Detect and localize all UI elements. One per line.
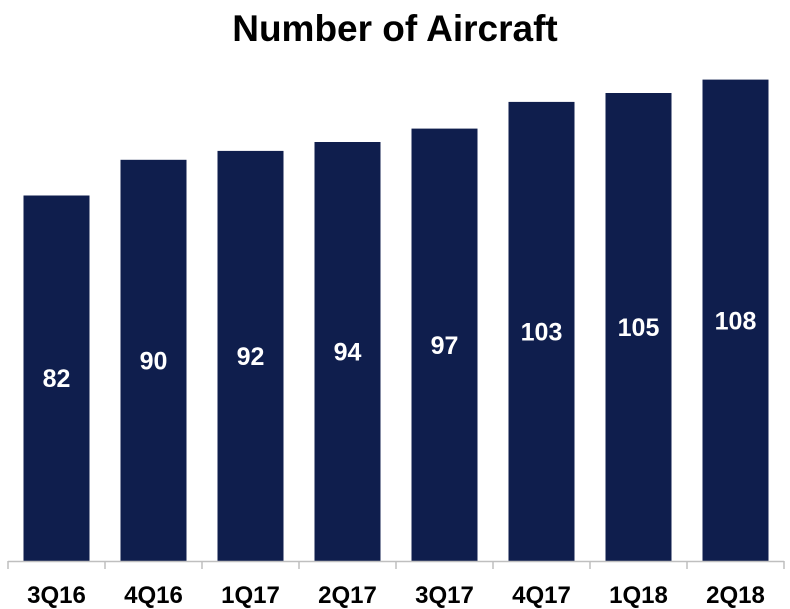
bar-labels-group: 82 90 92 94 97 103 105 108 bbox=[43, 307, 757, 393]
bar-3q16 bbox=[23, 195, 90, 561]
x-tick-labels-group: 3Q16 4Q16 1Q17 2Q17 3Q17 4Q17 1Q18 2Q18 bbox=[27, 582, 765, 609]
x-tick-label: 1Q18 bbox=[609, 582, 668, 609]
x-tick-label: 2Q17 bbox=[318, 582, 377, 609]
bar-value-label: 90 bbox=[140, 347, 168, 375]
bar-value-label: 97 bbox=[431, 332, 459, 360]
x-tick-label: 4Q17 bbox=[512, 582, 571, 609]
x-tick-label: 4Q16 bbox=[124, 582, 183, 609]
bar-value-label: 103 bbox=[521, 318, 563, 346]
bar-1q17 bbox=[217, 150, 284, 561]
bar-value-label: 105 bbox=[618, 314, 660, 342]
bar-value-label: 94 bbox=[334, 339, 362, 367]
x-tick-label: 1Q17 bbox=[221, 582, 280, 609]
bar-value-label: 108 bbox=[715, 307, 757, 335]
x-tick-label: 3Q17 bbox=[415, 582, 474, 609]
bar-value-label: 82 bbox=[43, 365, 71, 393]
bar-4q16 bbox=[120, 159, 187, 562]
bar-1q18 bbox=[605, 93, 672, 561]
bar-2q17 bbox=[314, 142, 381, 561]
x-tick-label: 2Q18 bbox=[706, 582, 765, 609]
bars-group bbox=[23, 79, 769, 562]
bar-3q17 bbox=[411, 128, 478, 561]
chart-title: Number of Aircraft bbox=[232, 8, 558, 49]
bar-value-label: 92 bbox=[237, 343, 265, 371]
x-tick-label: 3Q16 bbox=[27, 582, 86, 609]
bar-4q17 bbox=[508, 101, 575, 562]
bar-2q18 bbox=[702, 79, 769, 561]
x-axis bbox=[7, 560, 785, 569]
